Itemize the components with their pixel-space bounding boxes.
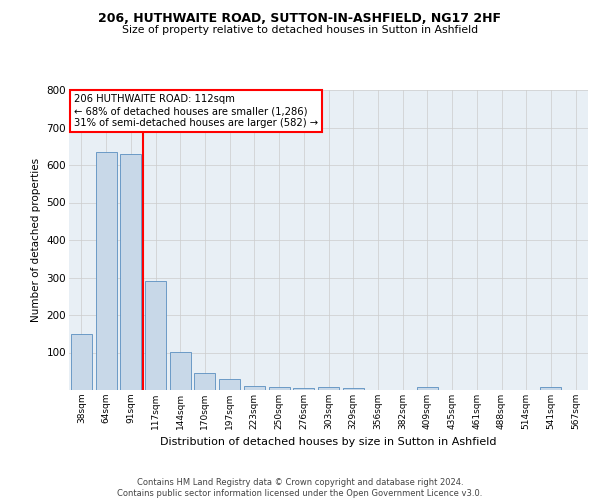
Bar: [219, 379, 240, 390]
Bar: [293, 388, 314, 390]
Text: Contains HM Land Registry data © Crown copyright and database right 2024.
Contai: Contains HM Land Registry data © Crown c…: [118, 478, 482, 498]
Bar: [95, 152, 116, 390]
X-axis label: Distribution of detached houses by size in Sutton in Ashfield: Distribution of detached houses by size …: [160, 438, 497, 448]
Bar: [145, 281, 166, 390]
Bar: [71, 334, 92, 390]
Text: Size of property relative to detached houses in Sutton in Ashfield: Size of property relative to detached ho…: [122, 25, 478, 35]
Bar: [417, 387, 438, 390]
Bar: [120, 154, 141, 390]
Bar: [343, 388, 364, 390]
Bar: [194, 373, 215, 390]
Bar: [170, 352, 191, 390]
Text: 206 HUTHWAITE ROAD: 112sqm
← 68% of detached houses are smaller (1,286)
31% of s: 206 HUTHWAITE ROAD: 112sqm ← 68% of deta…: [74, 94, 319, 128]
Bar: [269, 386, 290, 390]
Y-axis label: Number of detached properties: Number of detached properties: [31, 158, 41, 322]
Bar: [244, 386, 265, 390]
Bar: [318, 388, 339, 390]
Text: 206, HUTHWAITE ROAD, SUTTON-IN-ASHFIELD, NG17 2HF: 206, HUTHWAITE ROAD, SUTTON-IN-ASHFIELD,…: [98, 12, 502, 26]
Bar: [541, 387, 562, 390]
